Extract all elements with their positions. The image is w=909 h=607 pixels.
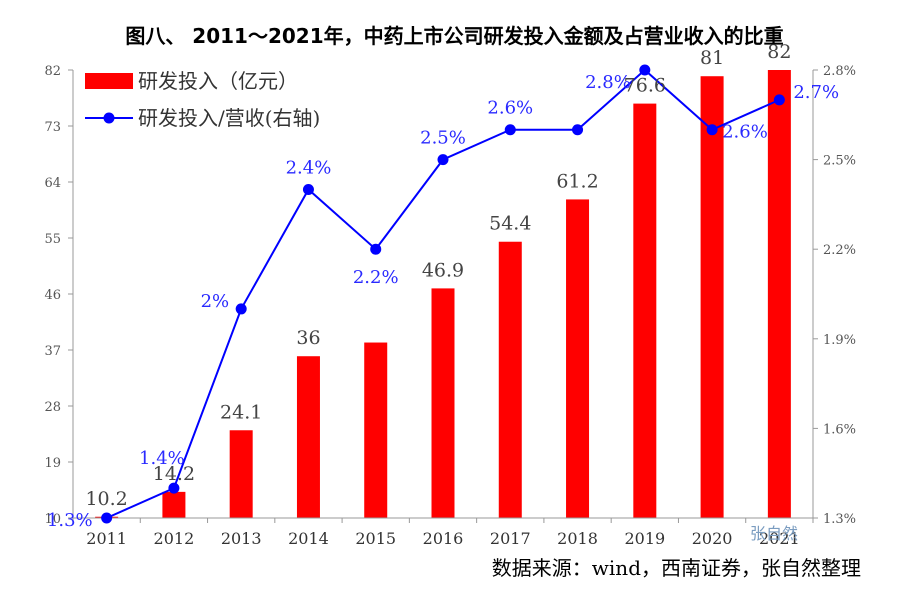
ratio-point [168,482,180,494]
line-data-label: 2.4% [286,157,332,178]
bar [498,241,522,518]
bar-data-label: 54.4 [489,213,531,235]
x-tick-label: 2017 [490,529,531,548]
line-data-label: 2.5% [420,128,466,149]
bar-data-label: 61.2 [556,170,598,192]
watermark-text: 张自然 [750,524,798,543]
bar-data-label: 46.9 [422,259,464,281]
left-tick-label: 28 [44,400,61,415]
ratio-point [235,303,247,315]
bar [364,342,388,518]
left-tick-label: 10 [44,512,61,527]
bar [700,76,724,518]
legend-bar-label: 研发投入（亿元） [138,69,298,93]
bar [296,356,320,518]
line-data-label: 2.6% [487,98,533,119]
left-tick-label: 64 [44,176,61,191]
right-tick-label: 2.5% [823,154,856,169]
legend: 研发投入（亿元） 研发投入/营收(右轴) [85,69,320,130]
line-data-label: 2% [201,291,230,312]
bar [633,103,657,518]
left-tick-label: 55 [44,232,61,247]
bar-data-label: 36 [296,327,320,349]
ratio-point [504,124,516,136]
ratio-point [773,94,785,106]
bar-data-label: 24.1 [220,401,262,423]
right-tick-label: 1.3% [823,512,856,527]
x-tick-label: 2012 [154,529,195,548]
x-tick-label: 2016 [423,529,464,548]
line-data-label: 1.4% [139,448,185,469]
bar-data-label: 14.2 [153,463,195,485]
x-tick-label: 2019 [624,529,665,548]
right-tick-label: 1.9% [823,333,856,348]
ratio-point [302,183,314,195]
right-tick-label: 1.6% [823,422,856,437]
x-tick-label: 2020 [692,529,733,548]
left-tick-label: 73 [44,120,61,135]
line-data-label: 1.3% [47,510,93,531]
bars-group [95,70,791,518]
chart-title: 图八、 2011～2021年，中药上市公司研发投入金额及占营业收入的比重 [125,24,784,48]
bar [431,288,455,518]
ratio-point [101,512,113,524]
bar-data-label: 76.6 [624,75,666,97]
bar [229,430,253,518]
legend-bar-swatch [85,73,133,89]
right-tick-label: 2.2% [823,243,856,258]
source-note: 数据来源：wind，西南证券，张自然整理 [491,556,861,580]
bar [566,199,590,518]
bar-data-label: 10.2 [85,488,127,510]
x-tick-label: 2021 [759,529,800,548]
x-tick-label: 2015 [355,529,396,548]
x-tick-label: 2018 [557,529,598,548]
ratio-point [572,124,584,136]
left-tick-label: 37 [44,344,61,359]
right-tick-label: 2.8% [823,64,856,79]
line-data-label: 2.6% [722,122,768,143]
ratio-point [370,243,382,255]
line-data-label: 2.2% [353,267,399,288]
labels-group: 10.2 14.2 24.1 36 46.9 54.4 61.2 76.6 81 82 1.3% 1.… [47,41,839,531]
x-tick-label: 2011 [86,529,127,548]
axes-group: 10 19 28 37 46 55 64 73 82 1.3% 1.6% 1.9% 2.2% 2.5% 2.… [44,64,856,548]
line-data-label: 2.8% [585,72,631,93]
line-group [101,64,785,524]
bar [162,491,186,518]
bar [767,70,791,518]
x-tick-label: 2013 [221,529,262,548]
x-tick-label: 2014 [288,529,329,548]
bar-data-label: 81 [700,47,724,69]
ratio-point [437,154,449,166]
left-tick-label: 19 [44,456,61,471]
line-data-label: 2.7% [793,82,839,103]
bar-data-label: 82 [767,41,791,63]
left-tick-label: 46 [44,288,61,303]
left-tick-label: 82 [44,64,61,79]
legend-line-label: 研发投入/营收(右轴) [138,106,320,130]
ratio-point [706,124,718,136]
ratio-point [639,64,651,76]
legend-line-marker [103,112,115,124]
